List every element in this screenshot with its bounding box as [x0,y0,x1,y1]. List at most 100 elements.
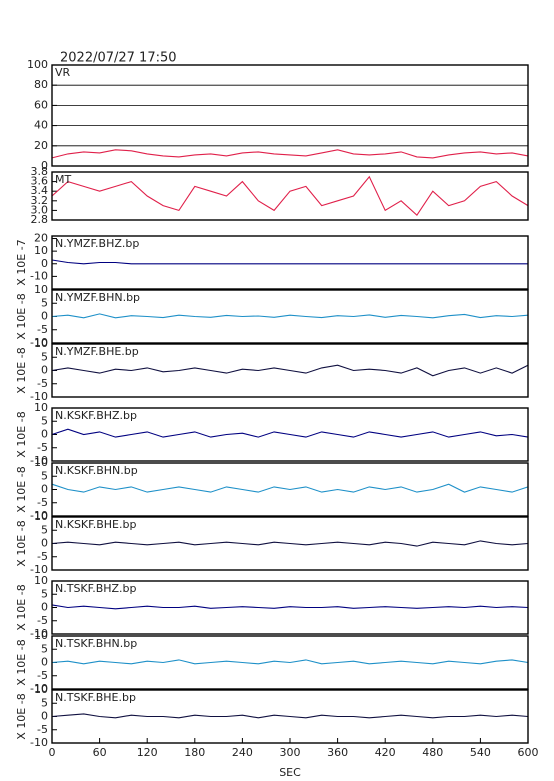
y-tick-label: -10 [30,563,48,576]
panel-frame [51,462,529,517]
y-tick-label: -10 [30,509,48,522]
y-tick-label: -5 [37,669,48,682]
y-tick-label: 10 [34,337,48,350]
x-tick-label: 360 [327,746,348,759]
x-tick-label: 180 [184,746,205,759]
x-tick-label: 420 [375,746,396,759]
y-tick-label: 0 [41,656,48,669]
x-tick-label: 120 [137,746,158,759]
y-axis-label: X 10E -8 [15,520,28,566]
panel-frame [51,235,529,290]
y-tick-label: 2.8 [31,213,49,226]
panel-label: N.YMZF.BHN.bp [55,291,140,304]
y-tick-label: -10 [30,682,48,695]
y-tick-label: -5 [37,550,48,563]
y-tick-label: 5 [41,587,48,600]
y-tick-label: -5 [37,496,48,509]
x-tick-label: 240 [232,746,253,759]
panel-frame [51,689,529,744]
panel-frame [51,516,529,571]
y-tick-label: 5 [41,296,48,309]
panel-frame [51,343,529,398]
y-tick-label: -10 [30,390,48,403]
y-tick-label: -10 [30,269,48,282]
trace [51,713,529,719]
trace [51,540,529,547]
y-axis-label: X 10E -7 [15,239,28,285]
y-tick-label: 10 [34,574,48,587]
y-tick-label: 0 [41,364,48,377]
y-tick-label: -10 [30,454,48,467]
panel-frame [51,580,529,635]
trace [51,364,529,377]
y-tick-label: 10 [34,283,48,296]
y-axis-label: X 10E -8 [15,639,28,685]
trace [51,428,529,438]
y-tick-label: -10 [30,736,48,749]
y-tick-label: 5 [41,696,48,709]
y-tick-label: 10 [34,244,48,257]
y-tick-label: 0 [41,537,48,550]
y-tick-label: 3.2 [31,194,49,207]
panel-frame [51,407,529,462]
y-axis-label: X 10E -8 [15,411,28,457]
y-tick-label: -10 [30,336,48,349]
trace [51,259,528,265]
panel-label: N.KSKF.BHZ.bp [55,409,137,422]
panel-frame [51,171,529,221]
y-axis-label: X 10E -8 [15,293,28,339]
y-tick-label: 10 [34,510,48,523]
x-tick-label: 60 [93,746,107,759]
y-tick-label: 100 [27,58,48,71]
panel-label: N.YMZF.BHZ.bp [55,237,139,250]
y-tick-label: 10 [34,629,48,642]
y-tick-label: 5 [41,523,48,536]
y-tick-label: 20 [34,232,48,245]
y-tick-label: 0 [41,710,48,723]
y-tick-label: -5 [37,723,48,736]
trace [51,313,529,319]
y-axis-label: X 10E -8 [15,693,28,739]
timestamp: 2022/07/27 17:50 [60,51,177,66]
y-tick-label: 10 [34,683,48,696]
y-tick-label: 10 [34,456,48,469]
y-tick-label: 3.8 [31,165,49,178]
trace [51,175,529,217]
trace [51,483,529,493]
y-tick-label: 20 [34,139,48,152]
y-tick-label: 60 [34,98,48,111]
x-tick-label: 0 [49,746,56,759]
x-tick-label: 600 [518,746,539,759]
y-tick-label: 0 [41,428,48,441]
y-tick-label: 0 [41,159,48,172]
y-tick-label: 0 [41,257,48,270]
panel-label: N.KSKF.BHE.bp [55,518,136,531]
panel-label: N.TSKF.BHE.bp [55,691,136,704]
panel-label: N.YMZF.BHE.bp [55,345,139,358]
panel-frame [51,289,529,344]
y-tick-label: 3.6 [31,175,49,188]
y-tick-label: 3.0 [31,203,49,216]
y-tick-label: 5 [41,469,48,482]
y-tick-label: -5 [37,377,48,390]
panel-label: MT [55,173,71,186]
y-tick-label: 80 [34,78,48,91]
y-tick-label: 5 [41,350,48,363]
x-axis-label: SEC [279,766,301,779]
x-tick-label: 480 [422,746,443,759]
panel-label: VR [55,66,71,79]
y-axis-label: X 10E -8 [15,584,28,630]
y-tick-label: 0 [41,483,48,496]
trace [51,659,529,665]
panel-frame [51,635,529,690]
trace [51,604,529,610]
y-tick-label: 5 [41,642,48,655]
y-tick-label: -5 [37,614,48,627]
y-tick-label: 10 [34,401,48,414]
y-tick-label: 0 [41,601,48,614]
y-tick-label: -5 [37,441,48,454]
panel-label: N.TSKF.BHN.bp [55,637,137,650]
panel-label: N.TSKF.BHZ.bp [55,582,137,595]
y-tick-label: 5 [41,414,48,427]
